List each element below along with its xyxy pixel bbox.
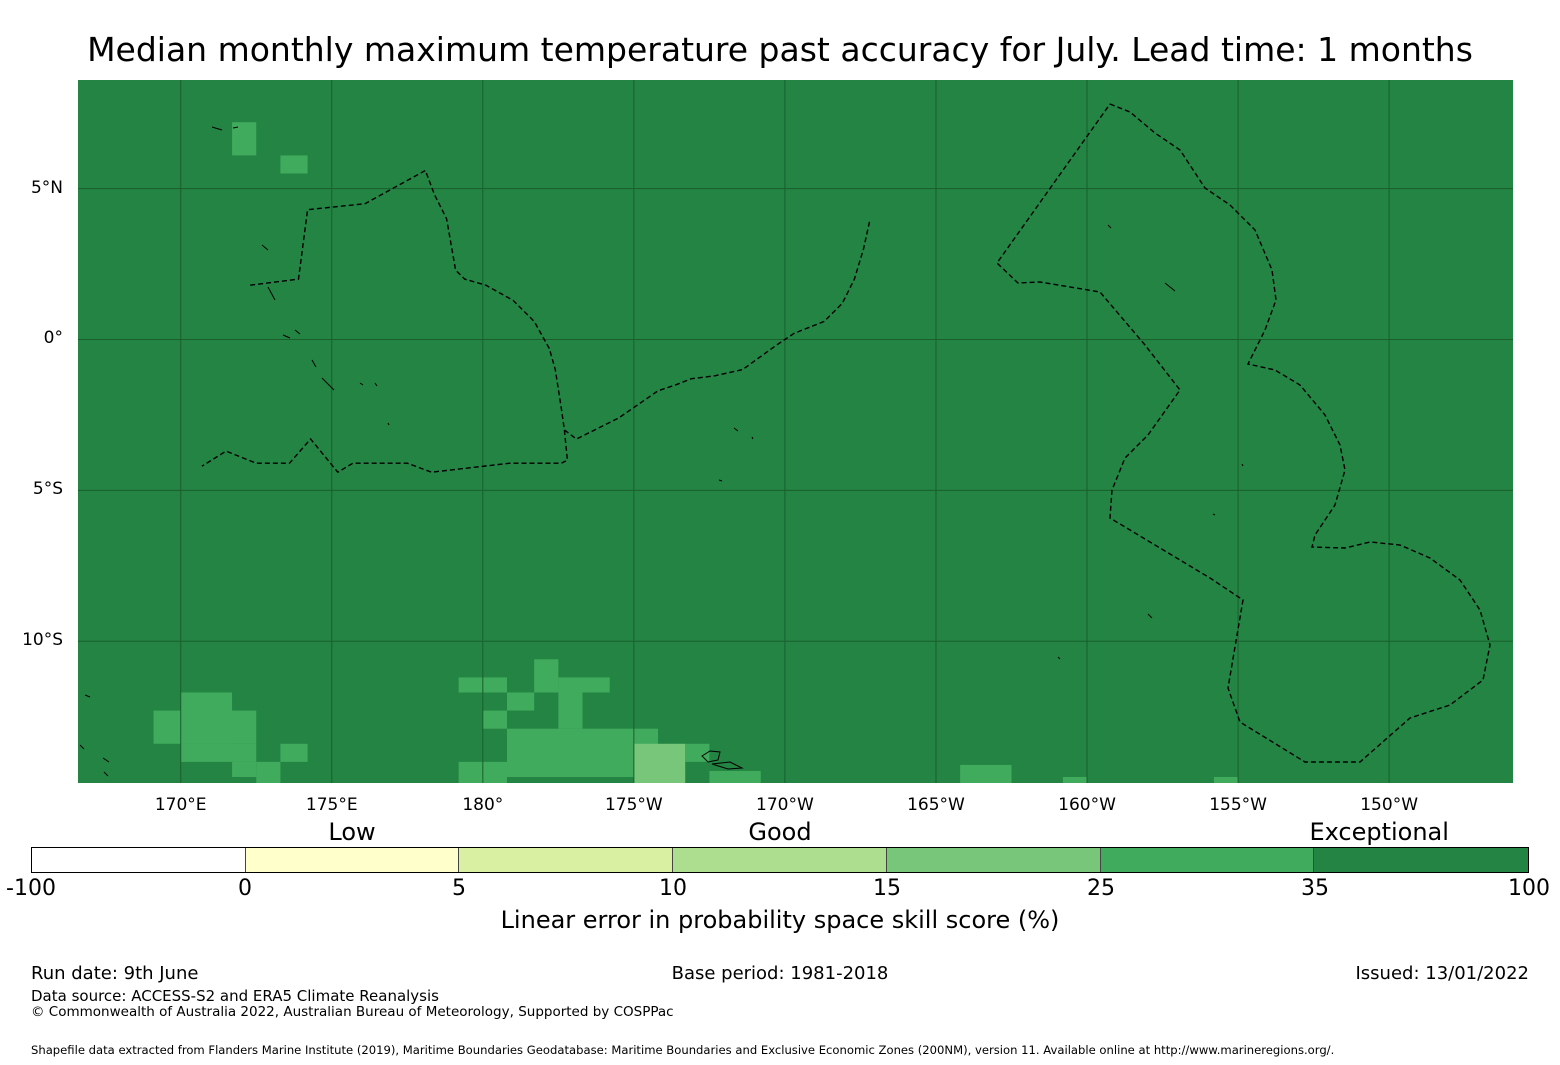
shapefile-credit: Shapefile data extracted from Flanders M… (31, 1043, 1335, 1057)
longitude-label: 170°W (756, 795, 814, 815)
map-title: Median monthly maximum temperature past … (87, 30, 1473, 69)
skill-cell (153, 710, 257, 744)
colorbar-category-label: Low (328, 818, 376, 846)
colorbar-segment (32, 848, 246, 872)
base-period: Base period: 1981-2018 (671, 963, 889, 984)
colorbar-segment (245, 848, 460, 872)
colorbar-category-label: Good (748, 818, 812, 846)
longitude-label: 150°W (1360, 795, 1419, 815)
colorbar-tick-label: 5 (452, 876, 466, 901)
colorbar-segment (1314, 848, 1528, 872)
colorbar-tick-label: 25 (1087, 876, 1115, 901)
longitude-label: 155°W (1209, 795, 1267, 815)
colorbar-segment (459, 848, 674, 872)
skill-cells (153, 122, 1239, 783)
colorbar-category-label: Exceptional (1309, 818, 1449, 846)
skill-cell (506, 692, 535, 711)
skill-cell (534, 659, 559, 693)
skill-cell (180, 743, 257, 762)
island-marks (211, 126, 1244, 660)
colorbar-tick-label: 35 (1301, 876, 1329, 901)
longitude-label: 175°W (604, 795, 663, 815)
longitude-label: 165°W (907, 795, 965, 815)
coastlines (79, 126, 1244, 777)
longitude-label: 170°E (154, 795, 207, 815)
skill-cell (232, 761, 257, 777)
colorbar-segment (886, 848, 1101, 872)
colorbar-tick-label: 10 (659, 876, 687, 901)
fiji-island-outline (79, 694, 110, 777)
colorbar-tick-label: -100 (6, 876, 56, 901)
colorbar-segment (1100, 848, 1315, 872)
longitude-label: 160°W (1058, 795, 1116, 815)
run-date: Run date: 9th June (31, 963, 199, 984)
colorbar-tick-label: 100 (1508, 876, 1550, 901)
latitude-label: 5°N (30, 177, 63, 198)
skill-cell (1062, 776, 1088, 783)
latitude-label: 10°S (22, 630, 63, 651)
skill-cell (482, 710, 507, 729)
colorbar-tick-label: 0 (238, 876, 252, 901)
samoa-island-outline (701, 750, 744, 770)
data-source: Data source: ACCESS-S2 and ERA5 Climate … (31, 987, 439, 1005)
eez-boundaries (201, 169, 871, 474)
skill-cell (280, 743, 308, 762)
skill-cell (558, 692, 583, 729)
eez-boundary (201, 169, 569, 474)
colorbar-segment (673, 848, 887, 872)
skill-map (78, 80, 1513, 783)
skill-cell (1213, 776, 1239, 783)
longitude-label: 180° (462, 795, 504, 815)
eez-boundary (563, 221, 871, 440)
colorbar (31, 847, 1529, 873)
skill-cell (709, 770, 761, 783)
skill-cell (256, 761, 281, 783)
skill-cell (506, 728, 659, 777)
skill-cell (960, 764, 1012, 783)
colorbar-label: Linear error in probability space skill … (500, 906, 1060, 934)
map-background (78, 80, 1513, 783)
latitude-label: 5°S (32, 479, 63, 500)
longitude-label: 175°E (305, 795, 358, 815)
graticule (78, 80, 1513, 783)
skill-cell (558, 677, 610, 693)
skill-cell (280, 155, 308, 174)
copyright: © Commonwealth of Australia 2022, Austra… (31, 1004, 674, 1020)
issued-date: Issued: 13/01/2022 (1355, 963, 1529, 984)
skill-cell (633, 743, 686, 783)
latitude-label: 0° (43, 328, 63, 349)
colorbar-tick-label: 15 (873, 876, 901, 901)
